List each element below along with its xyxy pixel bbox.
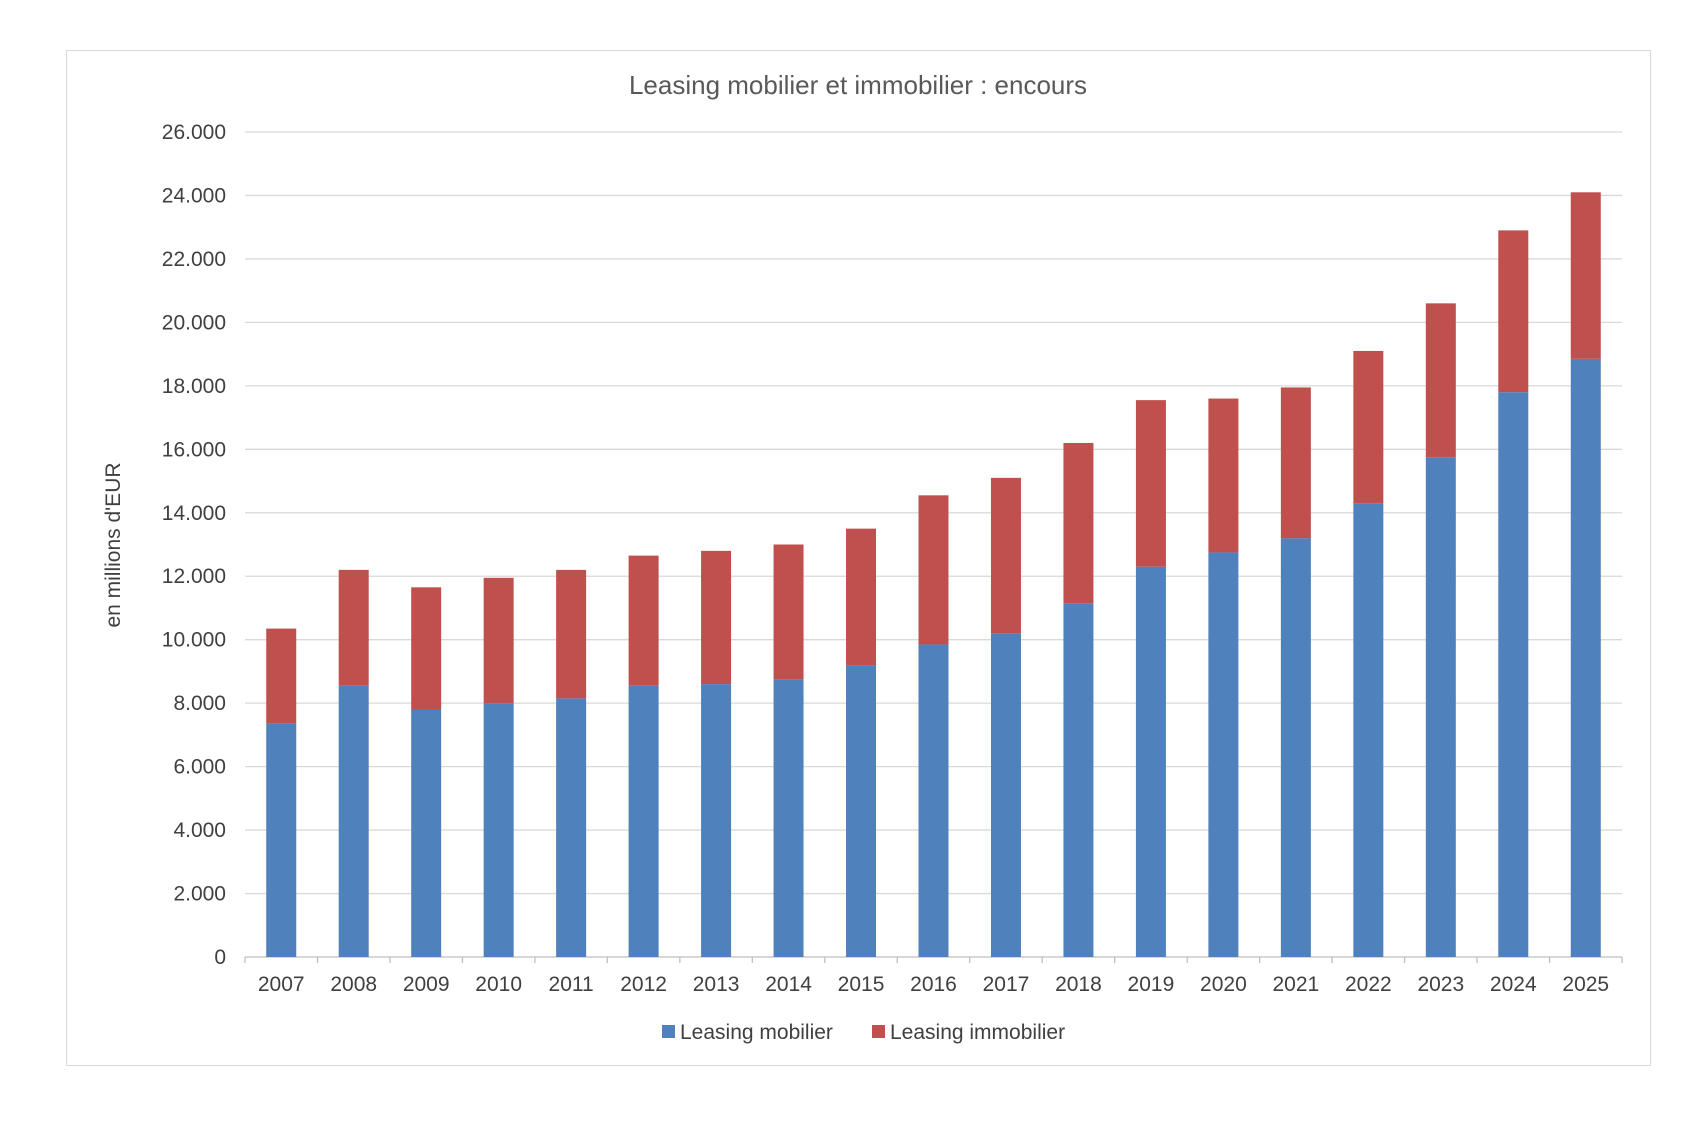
x-tick-label: 2011 [549, 973, 594, 996]
bar-leasing-mobilier [266, 723, 297, 957]
legend-item-leasing-mobilier: Leasing mobilier [680, 1021, 833, 1044]
bar-leasing-immobilier [338, 569, 369, 686]
legend-swatch [872, 1025, 885, 1038]
y-tick-label: 10.000 [162, 629, 226, 652]
bar-leasing-immobilier [1063, 442, 1094, 604]
bar-leasing-immobilier [266, 628, 297, 724]
bar-leasing-mobilier [338, 685, 369, 957]
y-tick-label: 16.000 [162, 438, 226, 461]
bar-leasing-immobilier [628, 555, 659, 686]
bar-leasing-immobilier [483, 577, 514, 704]
x-tick-label: 2018 [1055, 973, 1102, 996]
y-tick-label: 24.000 [162, 184, 226, 207]
x-tick-label: 2020 [1200, 973, 1247, 996]
x-tick-label: 2019 [1128, 973, 1175, 996]
y-tick-label: 18.000 [162, 375, 226, 398]
y-tick-label: 2.000 [173, 883, 226, 906]
bar-leasing-immobilier [918, 495, 949, 645]
bar-leasing-immobilier [411, 587, 442, 710]
bar-leasing-immobilier [556, 569, 587, 699]
y-tick-label: 6.000 [173, 756, 226, 779]
bar-leasing-immobilier [701, 550, 732, 685]
x-tick-label: 2016 [910, 973, 957, 996]
x-tick-label: 2009 [403, 973, 450, 996]
bar-leasing-immobilier [990, 477, 1021, 634]
y-tick-label: 0 [214, 946, 226, 969]
y-tick-label: 8.000 [173, 692, 226, 715]
chart-title: Leasing mobilier et immobilier : encours [629, 70, 1087, 100]
bar-leasing-mobilier [628, 685, 659, 957]
x-tick-label: 2021 [1273, 973, 1320, 996]
y-tick-label: 20.000 [162, 311, 226, 334]
x-tick-label: 2008 [330, 973, 377, 996]
y-tick-label: 26.000 [162, 121, 226, 144]
bar-leasing-mobilier [556, 698, 587, 957]
bar-leasing-immobilier [1425, 303, 1456, 458]
bar-leasing-mobilier [846, 665, 877, 957]
bar-leasing-mobilier [1425, 457, 1456, 957]
bar-leasing-mobilier [1280, 538, 1311, 957]
bar-leasing-immobilier [846, 528, 877, 666]
x-tick-label: 2022 [1345, 973, 1392, 996]
bar-leasing-immobilier [1280, 387, 1311, 539]
x-tick-label: 2024 [1490, 973, 1537, 996]
legend: Leasing mobilier Leasing immobilier [662, 1021, 1065, 1044]
bar-leasing-immobilier [1353, 350, 1384, 504]
bar-leasing-mobilier [1498, 392, 1529, 957]
x-tick-label: 2025 [1562, 973, 1609, 996]
x-tick-label: 2017 [983, 973, 1030, 996]
legend-item-leasing-immobilier: Leasing immobilier [890, 1021, 1065, 1044]
y-axis-label: en millions d'EUR [102, 462, 125, 627]
y-tick-label: 4.000 [173, 819, 226, 842]
y-tick-label: 22.000 [162, 248, 226, 271]
x-tick-label: 2012 [620, 973, 667, 996]
x-tick-label: 2013 [693, 973, 740, 996]
bar-leasing-mobilier [1353, 503, 1384, 957]
bar-leasing-immobilier [1498, 230, 1529, 393]
bar-leasing-immobilier [773, 544, 804, 680]
bar-leasing-immobilier [1570, 192, 1601, 359]
bar-leasing-immobilier [1208, 398, 1239, 553]
bar-leasing-mobilier [990, 633, 1021, 957]
x-tick-label: 2010 [475, 973, 522, 996]
legend-swatch [662, 1025, 675, 1038]
bar-leasing-mobilier [411, 709, 442, 957]
x-tick-label: 2014 [765, 973, 812, 996]
y-tick-label: 14.000 [162, 502, 226, 525]
y-tick-label: 12.000 [162, 565, 226, 588]
bar-leasing-mobilier [1570, 358, 1601, 957]
bar-leasing-mobilier [773, 679, 804, 957]
bar-leasing-mobilier [1135, 566, 1166, 957]
bar-leasing-mobilier [701, 684, 732, 957]
bar-leasing-immobilier [1135, 400, 1166, 567]
x-tick-label: 2023 [1417, 973, 1464, 996]
bar-leasing-mobilier [1063, 603, 1094, 957]
x-tick-label: 2015 [838, 973, 885, 996]
bar-leasing-mobilier [1208, 552, 1239, 957]
bar-leasing-mobilier [918, 644, 949, 957]
bar-leasing-mobilier [483, 703, 514, 957]
x-tick-label: 2007 [258, 973, 305, 996]
